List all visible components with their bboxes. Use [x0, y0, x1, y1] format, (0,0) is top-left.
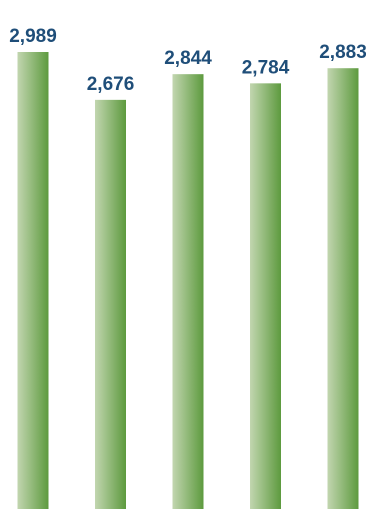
- data-labels-group: 2,989 2,676 2,844 2,784 2,883: [9, 26, 366, 95]
- bar-2: [95, 99, 126, 510]
- bar-4: [250, 83, 281, 509]
- data-label-5: 2,883: [319, 42, 366, 63]
- bars-group: [17, 52, 359, 510]
- data-label-4: 2,784: [242, 57, 290, 78]
- data-label-3: 2,844: [164, 48, 212, 69]
- bar-1: [17, 52, 49, 509]
- bar-5: [327, 68, 359, 510]
- bar-3: [172, 74, 204, 510]
- data-label-1: 2,989: [9, 26, 57, 47]
- data-label-2: 2,676: [87, 74, 135, 95]
